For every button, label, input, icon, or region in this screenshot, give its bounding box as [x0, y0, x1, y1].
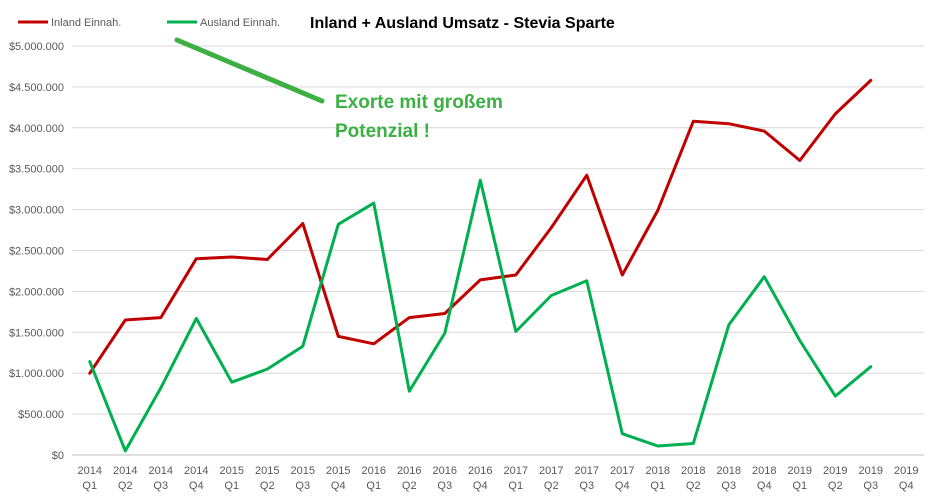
x-tick-label-quarter: Q1 [366, 480, 381, 492]
series-line-inland [88, 78, 873, 375]
y-tick-label: $0 [52, 450, 64, 462]
x-tick-label-quarter: Q4 [615, 480, 630, 492]
x-tick-label-quarter: Q2 [686, 480, 701, 492]
annotation-arrow-line [174, 37, 325, 104]
y-tick-label: $2.000.000 [9, 286, 64, 298]
x-tick-label-quarter: Q3 [579, 480, 594, 492]
x-tick-label-quarter: Q3 [437, 480, 452, 492]
annotation-text-line-2: Potenzial ! [335, 121, 430, 142]
x-tick-label-year: 2019 [859, 465, 883, 477]
x-tick-label-quarter: Q4 [757, 480, 772, 492]
x-tick-label-year: 2015 [220, 465, 244, 477]
x-tick-label-quarter: Q4 [189, 480, 204, 492]
x-tick-label-quarter: Q1 [82, 480, 97, 492]
x-tick-label-quarter: Q2 [260, 480, 275, 492]
legend-label-inland: Inland Einnah. [51, 17, 121, 29]
y-tick-label: $4.000.000 [9, 123, 64, 135]
x-tick-label-quarter: Q1 [224, 480, 239, 492]
x-tick-label-year: 2015 [291, 465, 315, 477]
x-tick-label-quarter: Q1 [508, 480, 523, 492]
x-tick-label-year: 2017 [610, 465, 634, 477]
x-tick-label-quarter: Q4 [899, 480, 914, 492]
y-tick-label: $1.000.000 [9, 368, 64, 380]
x-tick-label-year: 2017 [504, 465, 528, 477]
y-tick-label: $3.500.000 [9, 164, 64, 176]
x-tick-label-year: 2016 [362, 465, 386, 477]
y-tick-label: $500.000 [18, 409, 64, 421]
x-tick-label-year: 2014 [184, 465, 208, 477]
x-tick-label-year: 2016 [397, 465, 421, 477]
x-tick-label-year: 2018 [752, 465, 776, 477]
annotation-text-line-1: Exorte mit großem [335, 92, 503, 113]
x-tick-label-year: 2017 [539, 465, 563, 477]
x-tick-label-quarter: Q2 [828, 480, 843, 492]
x-tick-label-quarter: Q1 [792, 480, 807, 492]
x-tick-label-year: 2019 [823, 465, 847, 477]
x-tick-label-quarter: Q2 [402, 480, 417, 492]
x-tick-label-quarter: Q3 [153, 480, 168, 492]
x-tick-label-year: 2016 [468, 465, 492, 477]
x-tick-label-year: 2014 [149, 465, 173, 477]
x-tick-label-quarter: Q3 [295, 480, 310, 492]
x-tick-label-year: 2014 [78, 465, 102, 477]
x-tick-label-year: 2018 [681, 465, 705, 477]
x-tick-label-quarter: Q4 [473, 480, 488, 492]
x-tick-label-quarter: Q4 [331, 480, 346, 492]
x-tick-label-quarter: Q2 [118, 480, 133, 492]
series-lines [88, 78, 873, 453]
legend: Inland Einnah. Ausland Einnah. [18, 17, 280, 29]
chart-title: Inland + Ausland Umsatz - Stevia Sparte [310, 15, 615, 32]
x-tick-label-year: 2015 [255, 465, 279, 477]
series-line-ausland [88, 178, 873, 453]
y-tick-label: $2.500.000 [9, 246, 64, 258]
x-tick-label-year: 2016 [433, 465, 457, 477]
x-tick-label-year: 2019 [788, 465, 812, 477]
x-tick-label-year: 2015 [326, 465, 350, 477]
x-tick-label-year: 2017 [575, 465, 599, 477]
x-tick-label-year: 2014 [113, 465, 137, 477]
y-tick-label: $1.500.000 [9, 327, 64, 339]
x-tick-label-year: 2019 [894, 465, 918, 477]
y-tick-label: $4.500.000 [9, 82, 64, 94]
x-tick-label-year: 2018 [646, 465, 670, 477]
x-tick-label-year: 2018 [717, 465, 741, 477]
y-tick-label: $5.000.000 [9, 41, 64, 53]
y-axis-ticks: $0 $500.000 $1.000.000 $1.500.000 $2.000.000… [9, 41, 64, 462]
x-axis-ticks: 2014 Q1 2014 Q2 2014 Q3 2014 Q4 2015 Q1 2015 Q2 2015… [78, 465, 919, 492]
x-tick-label-quarter: Q3 [721, 480, 736, 492]
legend-label-ausland: Ausland Einnah. [200, 17, 280, 29]
x-tick-label-quarter: Q1 [650, 480, 665, 492]
x-tick-label-quarter: Q3 [863, 480, 878, 492]
x-tick-label-quarter: Q2 [544, 480, 559, 492]
y-tick-label: $3.000.000 [9, 205, 64, 217]
